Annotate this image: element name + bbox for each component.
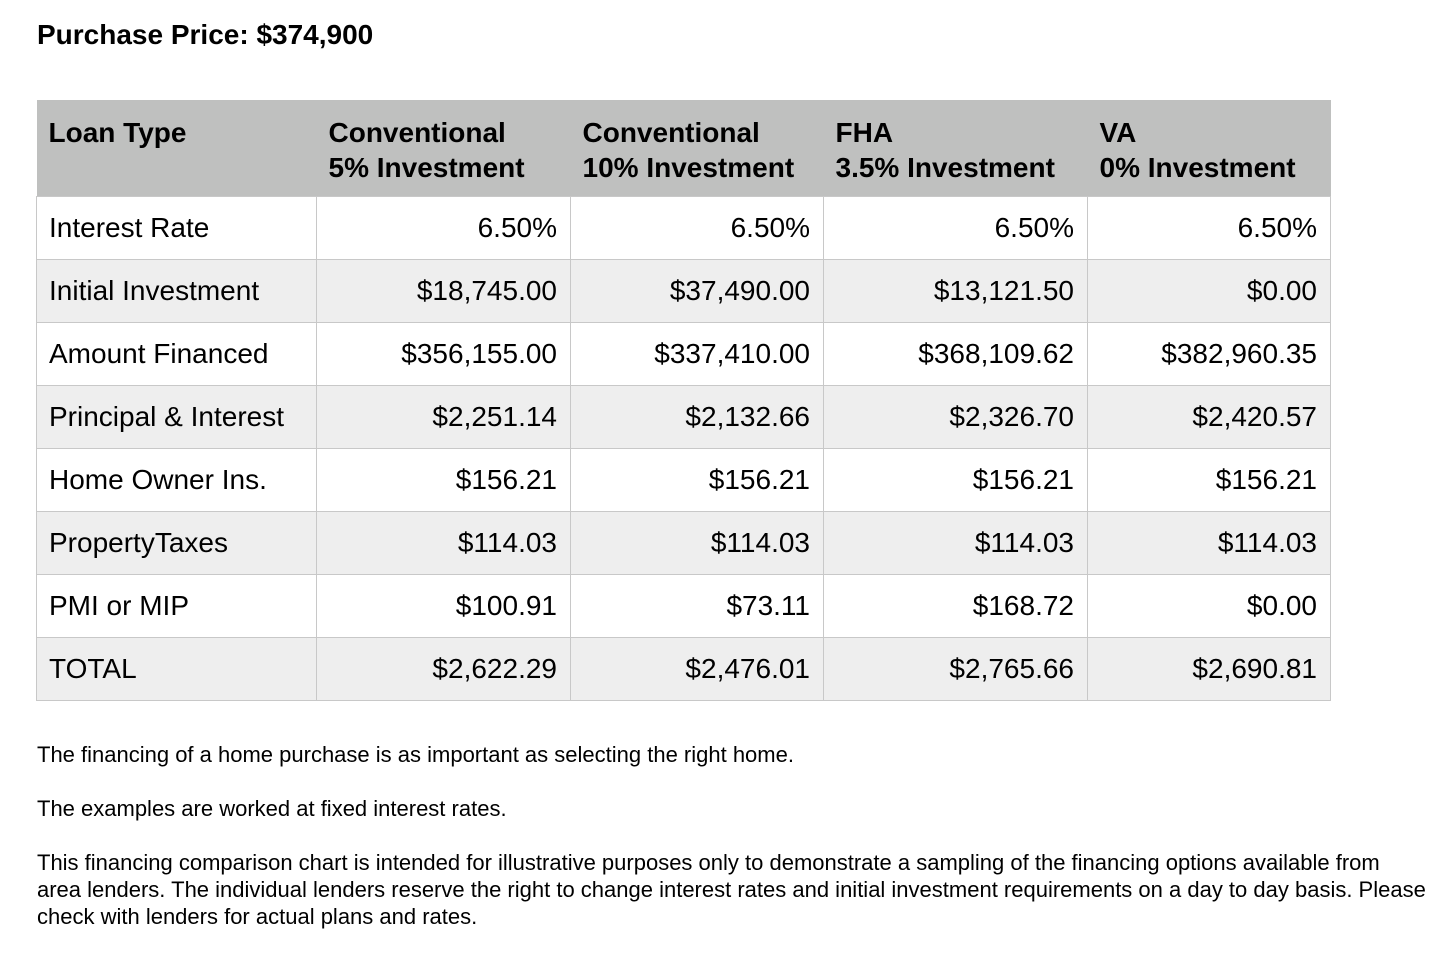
table-cell: 6.50%	[570, 196, 824, 260]
table-cell: $2,690.81	[1087, 637, 1331, 701]
table-cell: $356,155.00	[316, 322, 571, 386]
table-cell: $37,490.00	[570, 259, 824, 323]
header-fha: FHA 3.5% Investment	[823, 100, 1088, 197]
row-label: Principal & Interest	[36, 385, 317, 449]
table-cell: $0.00	[1087, 259, 1331, 323]
disclaimer-notes: The financing of a home purchase is as i…	[37, 741, 1427, 930]
note-paragraph: The financing of a home purchase is as i…	[37, 742, 794, 767]
table-row: Initial Investment $18,745.00 $37,490.00…	[36, 259, 1331, 323]
purchase-price-title: Purchase Price: $374,900	[37, 19, 374, 50]
header-conventional-5: Conventional 5% Investment	[316, 100, 571, 197]
table-cell: $2,132.66	[570, 385, 824, 449]
table-cell: $2,765.66	[823, 637, 1088, 701]
table-cell: $73.11	[570, 574, 824, 638]
table-row: Amount Financed $356,155.00 $337,410.00 …	[36, 322, 1331, 386]
table-cell: $368,109.62	[823, 322, 1088, 386]
row-label: PropertyTaxes	[36, 511, 317, 575]
header-loan-type: Loan Type	[36, 100, 317, 197]
table-cell: $114.03	[316, 511, 571, 575]
table-row: PropertyTaxes $114.03 $114.03 $114.03 $1…	[36, 511, 1331, 575]
table-cell: $114.03	[823, 511, 1088, 575]
table-cell: $13,121.50	[823, 259, 1088, 323]
row-label: TOTAL	[36, 637, 317, 701]
table-cell: 6.50%	[823, 196, 1088, 260]
row-label: Home Owner Ins.	[36, 448, 317, 512]
table-cell: 6.50%	[316, 196, 571, 260]
table-cell: $114.03	[1087, 511, 1331, 575]
table-cell: $18,745.00	[316, 259, 571, 323]
table-row: Home Owner Ins. $156.21 $156.21 $156.21 …	[36, 448, 1331, 512]
table-cell: $2,326.70	[823, 385, 1088, 449]
header-row: Loan Type Conventional 5% Investment Conv…	[36, 100, 1331, 197]
table-cell: $156.21	[316, 448, 571, 512]
table-cell: $2,420.57	[1087, 385, 1331, 449]
financing-comparison-table: Loan Type Conventional 5% Investment Conv…	[36, 100, 1331, 701]
row-label: Initial Investment	[36, 259, 317, 323]
table-cell: $156.21	[823, 448, 1088, 512]
table-row: Principal & Interest $2,251.14 $2,132.66…	[36, 385, 1331, 449]
header-va: VA 0% Investment	[1087, 100, 1331, 197]
table-cell: $2,476.01	[570, 637, 824, 701]
table-cell: $168.72	[823, 574, 1088, 638]
table-cell: $114.03	[570, 511, 824, 575]
table-row: Interest Rate 6.50% 6.50% 6.50% 6.50%	[36, 196, 1331, 260]
table-cell: $0.00	[1087, 574, 1331, 638]
table-cell: $337,410.00	[570, 322, 824, 386]
row-label: Interest Rate	[36, 196, 317, 260]
table-cell: 6.50%	[1087, 196, 1331, 260]
row-label: PMI or MIP	[36, 574, 317, 638]
table-cell: $156.21	[570, 448, 824, 512]
header-conventional-10: Conventional 10% Investment	[570, 100, 824, 197]
table-cell: $382,960.35	[1087, 322, 1331, 386]
table-cell: $156.21	[1087, 448, 1331, 512]
table-row: PMI or MIP $100.91 $73.11 $168.72 $0.00	[36, 574, 1331, 638]
row-label: Amount Financed	[36, 322, 317, 386]
note-paragraph: This financing comparison chart is inten…	[37, 850, 1426, 929]
table-cell: $2,622.29	[316, 637, 571, 701]
table-cell: $100.91	[316, 574, 571, 638]
note-paragraph: The examples are worked at fixed interes…	[37, 796, 507, 821]
table-row-total: TOTAL $2,622.29 $2,476.01 $2,765.66 $2,6…	[36, 637, 1331, 701]
table-cell: $2,251.14	[316, 385, 571, 449]
